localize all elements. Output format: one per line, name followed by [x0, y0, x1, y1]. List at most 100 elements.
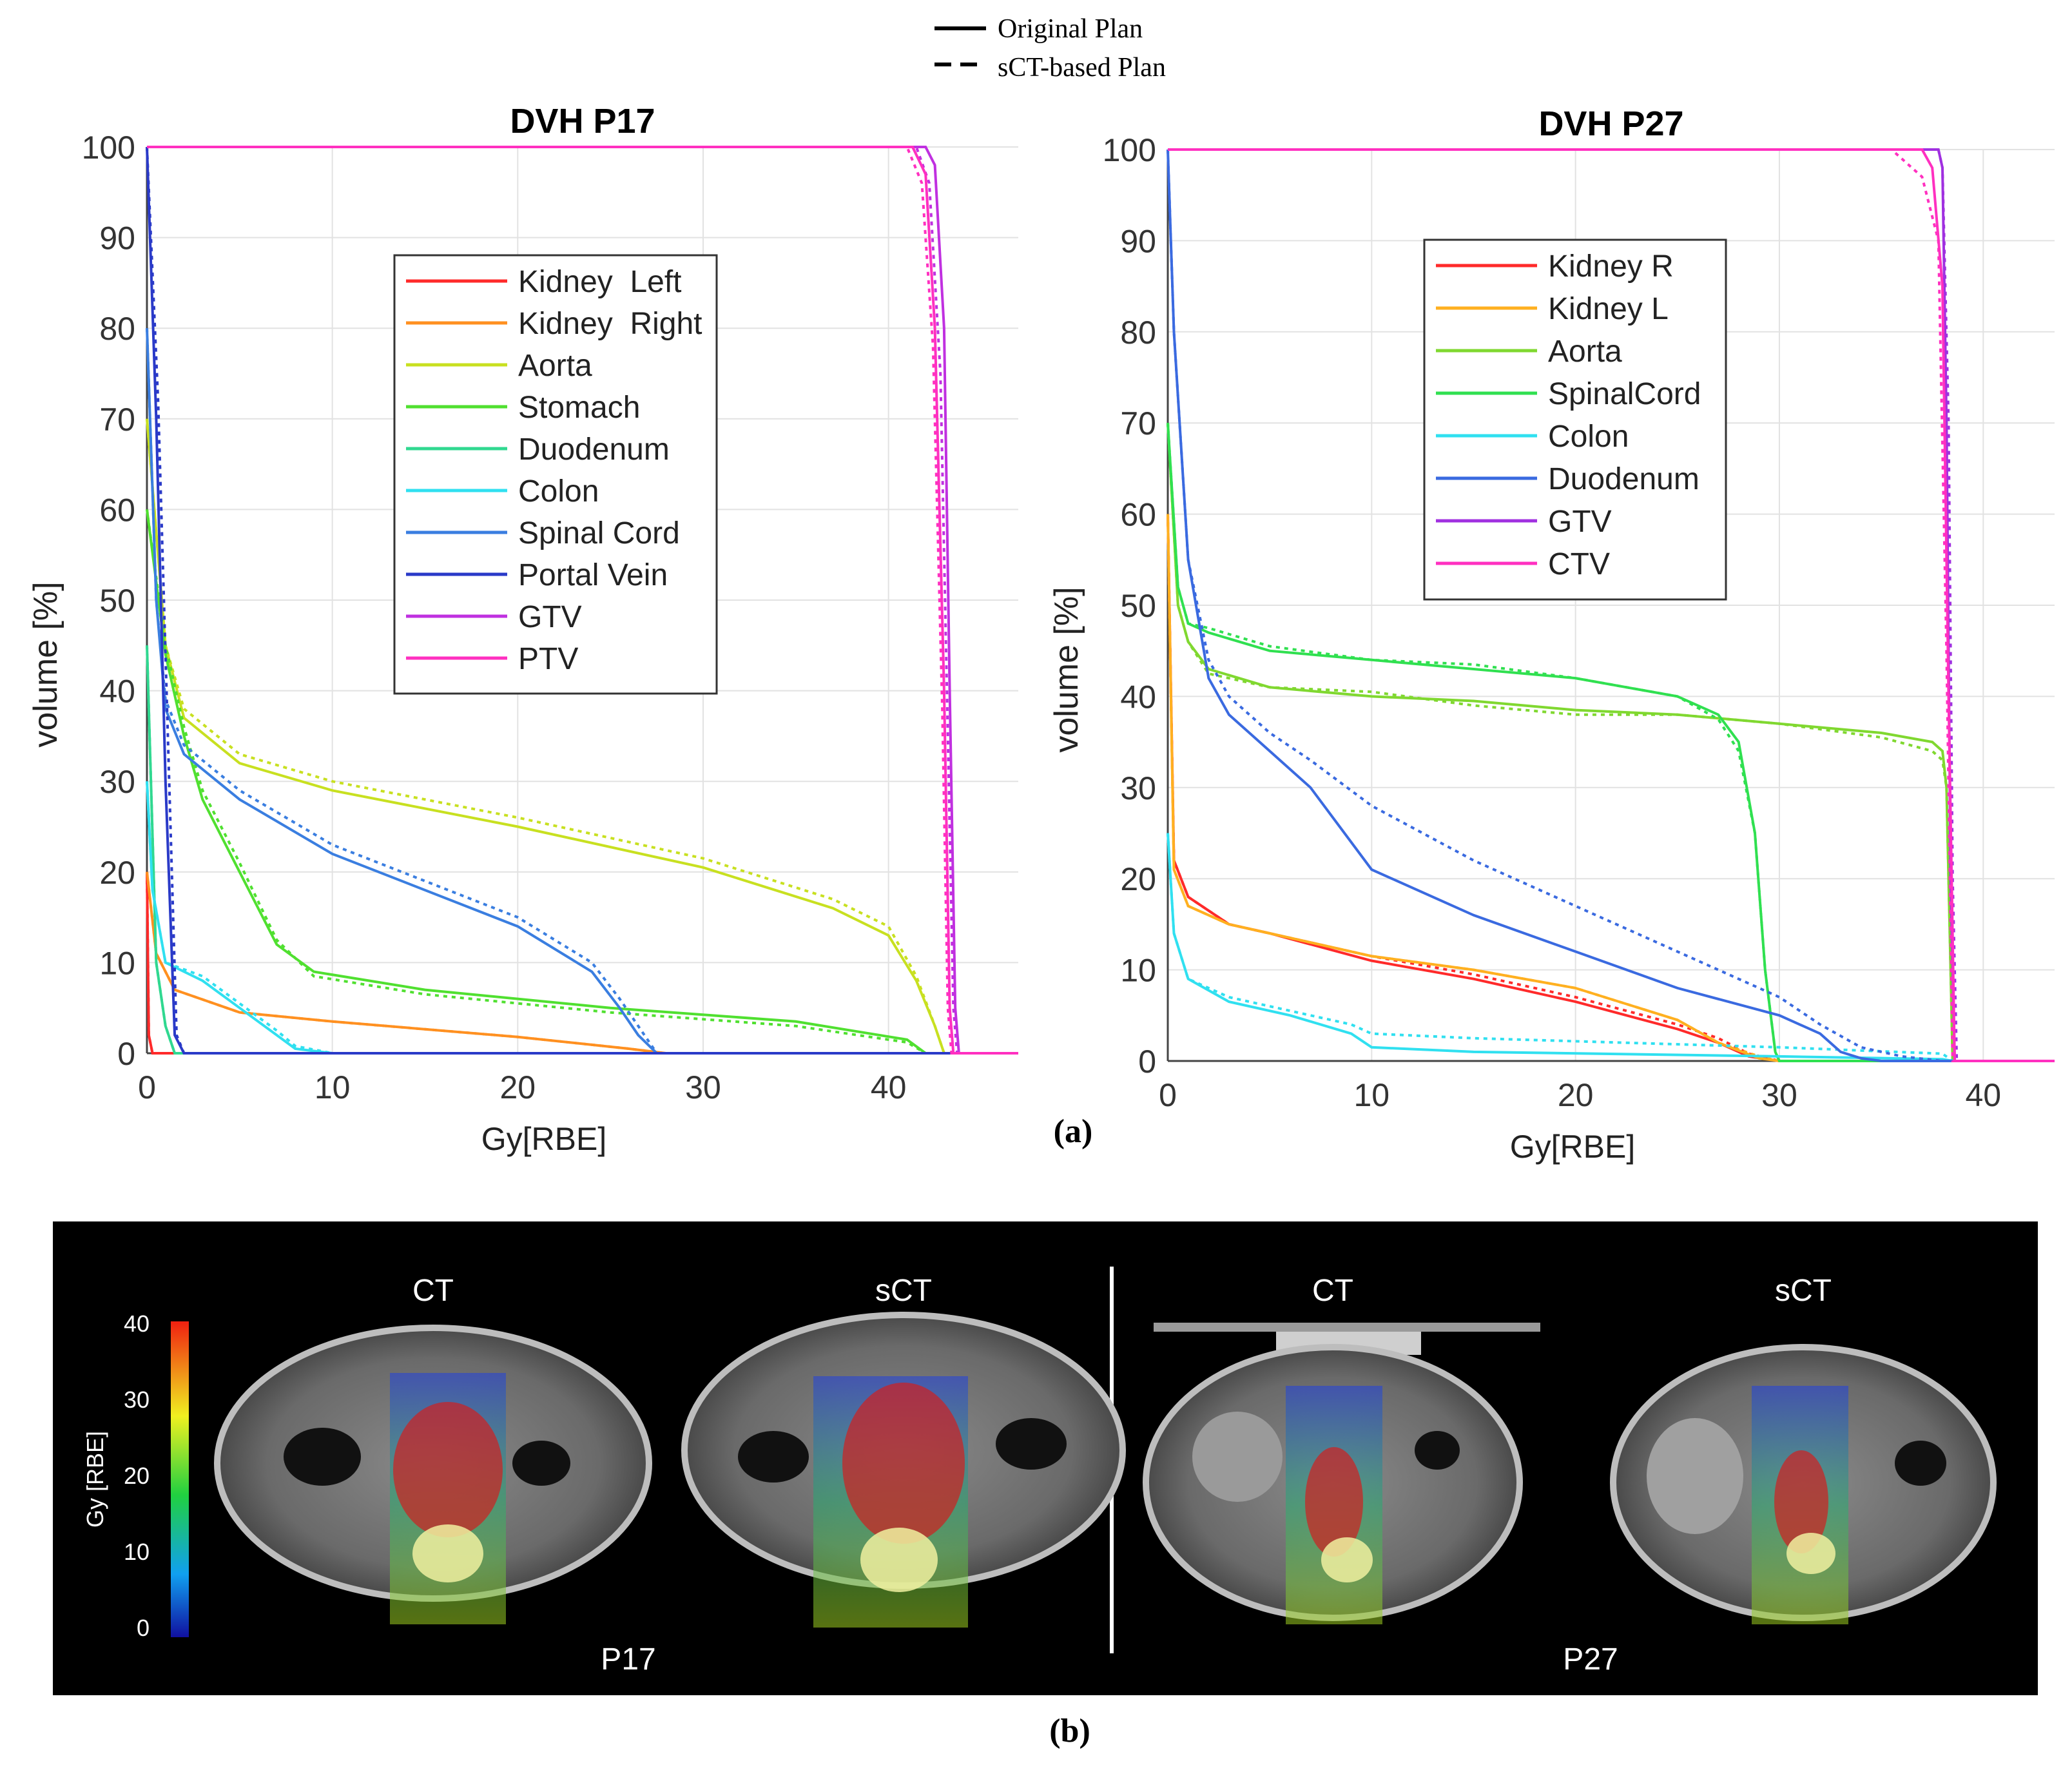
x-tick-label: 30: [685, 1069, 721, 1105]
legend-entry: Kidney Left: [518, 265, 682, 299]
y-tick-label: 30: [1120, 770, 1156, 806]
y-tick-label: 70: [99, 402, 135, 438]
legend-entry: Kidney L: [1548, 292, 1669, 326]
legend-entry: Colon: [518, 474, 599, 509]
patient-label-p17: P17: [601, 1642, 655, 1677]
series-duodenum-original-line: [1167, 149, 2055, 1062]
y-tick-label: 30: [99, 764, 135, 800]
legend-entry: Stomach: [518, 391, 640, 425]
series-aorta-original-line: [1167, 423, 2055, 1062]
y-axis-label: volume [%]: [27, 581, 64, 747]
x-tick-label: 40: [871, 1069, 907, 1105]
series-ptv-original-line: [147, 146, 1018, 1055]
dvh-chart-p27: 0 10 20 30 40 0 10 20 30 40 50 60 70 80 90 100 DVH P27 Gy…: [1048, 104, 2055, 1165]
dvh-chart-p17: 0 10 20 30 40 0 10 20 30 40 50 60 70 80 90 100 DVH P17 Gy…: [27, 102, 1018, 1157]
x-tick-label: 0: [1159, 1077, 1177, 1113]
series-ctv-original-line: [1168, 148, 2055, 1062]
colorbar: 40 30 20 10 0 Gy [RBE]: [82, 1310, 189, 1641]
series-duodenum-sct-line: [1167, 149, 2055, 1062]
colorbar-tick: 10: [124, 1539, 150, 1565]
legend-entry: GTV: [518, 600, 582, 634]
y-tick-label: 90: [99, 220, 135, 257]
series-aorta-original-line: [146, 418, 1018, 1055]
y-tick-label: 50: [99, 583, 135, 619]
legend-entry: Spinal Cord: [518, 516, 680, 550]
series-portal-vein-original-line: [146, 146, 1018, 1055]
legend-entry: CTV: [1548, 547, 1610, 581]
y-tick-label: 60: [1120, 497, 1156, 533]
series-colon-original-line: [1167, 833, 2055, 1062]
chart-title: DVH P17: [510, 102, 655, 141]
y-tick-label: 0: [1138, 1044, 1156, 1080]
column-label-ct-p27: CT: [1312, 1274, 1353, 1308]
sct-slice-p27: [1610, 1344, 1997, 1624]
y-tick-label: 90: [1120, 223, 1156, 259]
chart-legend: Kidney R Kidney L Aorta SpinalCord Colon Duod…: [1423, 238, 1727, 601]
y-tick-label: 60: [99, 492, 135, 528]
dose-images-panel: 40 30 20 10 0 Gy [RBE] CT sCT CT sCT: [53, 1221, 2038, 1695]
series-ptv-sct-line: [147, 146, 1018, 1055]
series-stomach-original-line: [146, 509, 1018, 1055]
colorbar-gradient: [171, 1321, 189, 1637]
x-axis-label: Gy[RBE]: [1510, 1129, 1635, 1165]
legend-dashed-label: sCT-based Plan: [998, 53, 1166, 83]
column-label-sct-p27: sCT: [1775, 1274, 1832, 1308]
colorbar-tick: 40: [124, 1310, 150, 1337]
series-colon-original-line: [146, 781, 1018, 1055]
x-tick-label: 10: [315, 1069, 351, 1105]
legend-entry: Aorta: [1548, 335, 1622, 369]
chart-legend: Kidney Left Kidney Right Aorta Stomach Duode…: [393, 254, 718, 695]
colorbar-tick: 0: [137, 1615, 150, 1641]
series-gtv-sct-line: [147, 146, 1018, 1055]
series-kidney-l-original-line: [1167, 514, 2055, 1062]
legend-entry: Kidney R: [1548, 249, 1674, 284]
y-tick-label: 100: [82, 130, 135, 166]
series-portal-vein-sct-line: [146, 146, 1018, 1055]
y-tick-label: 100: [1103, 132, 1156, 168]
chart-title: DVH P27: [1538, 104, 1683, 143]
y-tick-label: 70: [1120, 405, 1156, 442]
figure-legend: Original Plan sCT-based Plan: [934, 14, 1166, 83]
colorbar-tick: 20: [124, 1463, 150, 1489]
x-tick-label: 20: [500, 1069, 536, 1105]
y-tick-label: 40: [1120, 679, 1156, 715]
x-tick-label: 40: [1965, 1077, 2001, 1113]
x-tick-label: 10: [1354, 1077, 1390, 1113]
colorbar-tick: 30: [124, 1386, 150, 1413]
column-label-sct-p17: sCT: [875, 1274, 932, 1308]
series-gtv-original-line: [147, 146, 1018, 1055]
y-tick-label: 80: [99, 311, 135, 347]
panel-label-b: (b): [1049, 1713, 1090, 1749]
ct-slice-p17: [214, 1325, 652, 1624]
legend-entry: Kidney Right: [518, 307, 702, 341]
y-tick-label: 10: [1120, 953, 1156, 989]
legend-entry: Portal Vein: [518, 558, 668, 592]
panel-label-a: (a): [1054, 1113, 1093, 1150]
series-stomach-sct-line: [146, 509, 1018, 1055]
x-tick-label: 20: [1558, 1077, 1594, 1113]
series-spinalcord-original-line: [1167, 423, 2055, 1062]
series-colon-sct-line: [1167, 833, 2055, 1062]
legend-entry: Colon: [1548, 420, 1629, 454]
legend-entry: Duodenum: [518, 433, 670, 467]
x-tick-label: 0: [138, 1069, 156, 1105]
legend-box: [1423, 238, 1727, 601]
legend-entry: Aorta: [518, 349, 592, 383]
y-tick-label: 10: [99, 945, 135, 981]
y-tick-label: 50: [1120, 588, 1156, 624]
y-tick-label: 40: [99, 674, 135, 710]
x-axis-label: Gy[RBE]: [481, 1121, 606, 1157]
colorbar-label: Gy [RBE]: [82, 1431, 108, 1528]
ct-slice-p27: [1143, 1323, 1540, 1624]
y-tick-label: 0: [117, 1036, 135, 1072]
y-tick-label: 20: [1120, 861, 1156, 897]
legend-entry: SpinalCord: [1548, 377, 1701, 411]
legend-box: [393, 254, 718, 695]
legend-solid-label: Original Plan: [998, 14, 1143, 44]
x-tick-label: 30: [1761, 1077, 1797, 1113]
y-tick-label: 20: [99, 855, 135, 891]
y-tick-label: 80: [1120, 315, 1156, 351]
legend-entry: PTV: [518, 642, 578, 676]
patient-label-p27: P27: [1563, 1642, 1618, 1677]
